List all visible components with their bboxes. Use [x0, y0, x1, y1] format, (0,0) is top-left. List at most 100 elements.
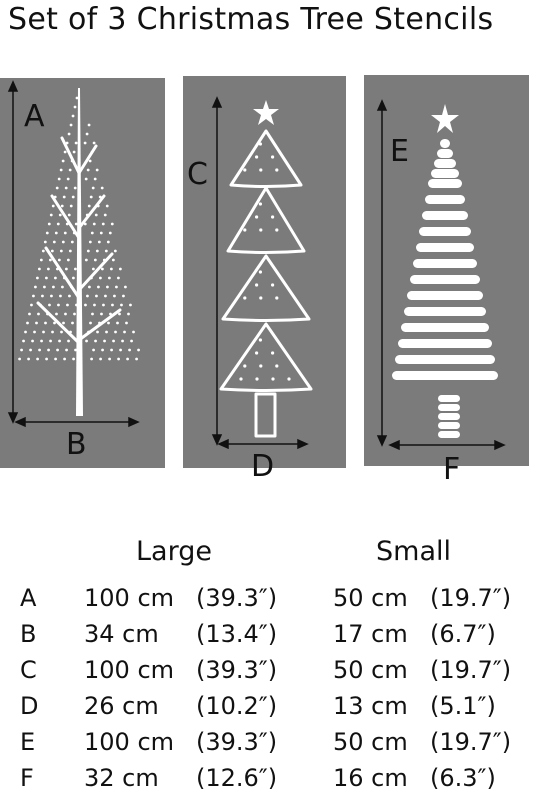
decoration-dot [90, 276, 93, 280]
small-inch-cell: (19.7″) [430, 584, 512, 612]
dimension-label-a: A [24, 99, 45, 134]
decoration-dot [86, 294, 89, 298]
decoration-dot [99, 231, 103, 235]
dimension-cell: F [20, 764, 34, 792]
decoration-dot [72, 357, 75, 361]
table-row: F 32 cm (12.6″) 16 cm (6.3″) [0, 764, 549, 798]
large-inch-cell: (13.4″) [196, 620, 278, 648]
decoration-dot [98, 321, 101, 325]
decoration-dot [50, 249, 54, 253]
decoration-dot [110, 348, 113, 352]
decoration-dot [119, 348, 122, 352]
decoration-dot [73, 186, 77, 190]
decoration-dot [61, 285, 64, 289]
decoration-dot [52, 285, 55, 289]
decoration-dot [67, 132, 71, 136]
decoration-dot [83, 141, 87, 145]
decoration-dot [106, 285, 109, 289]
decoration-dot [45, 357, 48, 361]
decoration-dot [84, 303, 87, 307]
decoration-dot [275, 168, 279, 172]
decoration-dot [62, 321, 65, 325]
decoration-dot [259, 168, 263, 172]
dimension-cell: A [20, 584, 37, 612]
decoration-dot [59, 249, 63, 253]
small-inch-cell: (6.3″) [430, 764, 496, 792]
decoration-dot [91, 186, 95, 190]
tree-stripe [428, 179, 462, 188]
decoration-dot [36, 357, 39, 361]
decoration-dot [104, 249, 108, 253]
small-cm-cell: 17 cm [333, 620, 408, 648]
decoration-dot [92, 348, 95, 352]
decoration-dot [43, 285, 46, 289]
decoration-dot [101, 348, 104, 352]
decoration-dot [62, 195, 66, 199]
decoration-dot [41, 249, 45, 253]
decoration-dot [103, 339, 106, 343]
decoration-dot [87, 123, 91, 127]
decoration-dot [99, 276, 102, 280]
tree-stripe [398, 339, 492, 348]
decoration-dot [72, 276, 75, 280]
decoration-dot [66, 258, 70, 262]
decoration-dot [75, 303, 78, 307]
large-cm-cell: 32 cm [84, 764, 159, 792]
tree-stripe [413, 259, 477, 268]
decoration-dot [109, 312, 112, 316]
decoration-dot [75, 96, 79, 100]
decoration-dot [112, 339, 115, 343]
dimension-label-b: B [66, 427, 87, 462]
stencil-panel-tiered-tree: C D [183, 76, 346, 482]
decoration-dot [38, 348, 41, 352]
decoration-dot [72, 231, 76, 235]
decoration-dot [94, 213, 98, 217]
small-cm-cell: 50 cm [333, 656, 408, 684]
decoration-dot [135, 357, 138, 361]
decoration-dot [63, 357, 66, 361]
decoration-dot [48, 258, 52, 262]
tree-stripe [410, 275, 480, 284]
decoration-dot [85, 339, 88, 343]
decoration-dot [258, 142, 262, 146]
small-inch-cell: (6.7″) [430, 620, 496, 648]
decoration-dot [22, 339, 25, 343]
decoration-dot [70, 285, 73, 289]
decoration-dot [275, 296, 279, 300]
decoration-dot [55, 267, 59, 271]
decoration-dot [44, 321, 47, 325]
decoration-dot [102, 303, 105, 307]
decoration-dot [99, 357, 102, 361]
decoration-dot [61, 240, 65, 244]
decoration-dot [26, 321, 29, 325]
decoration-dot [32, 294, 35, 298]
decoration-dot [43, 240, 47, 244]
dimension-cell: C [20, 656, 37, 684]
decoration-dot [63, 231, 67, 235]
tree-stripe [434, 159, 456, 168]
trunk-stripe [438, 431, 460, 438]
decoration-dot [93, 303, 96, 307]
tree-stripe [407, 291, 483, 300]
decoration-dot [121, 339, 124, 343]
decoration-dot [55, 312, 58, 316]
decoration-dot [243, 364, 247, 368]
decoration-dot [90, 231, 94, 235]
large-column-header: Large [136, 536, 212, 567]
tree-stripe [425, 195, 465, 204]
table-row: C 100 cm (39.3″) 50 cm (19.7″) [0, 656, 549, 690]
decoration-dot [65, 348, 68, 352]
decoration-dot [67, 213, 71, 217]
decoration-dot [57, 177, 61, 181]
decoration-dot [56, 348, 59, 352]
decoration-dot [49, 213, 53, 217]
decoration-dot [86, 249, 90, 253]
decoration-dot [90, 357, 93, 361]
small-cm-cell: 50 cm [333, 584, 408, 612]
decoration-dot [127, 312, 130, 316]
table-row: B 34 cm (13.4″) 17 cm (6.7″) [0, 620, 549, 654]
decoration-dot [96, 330, 99, 334]
decoration-dot [66, 303, 69, 307]
decoration-dot [113, 249, 117, 253]
trunk-stripe [438, 404, 460, 411]
